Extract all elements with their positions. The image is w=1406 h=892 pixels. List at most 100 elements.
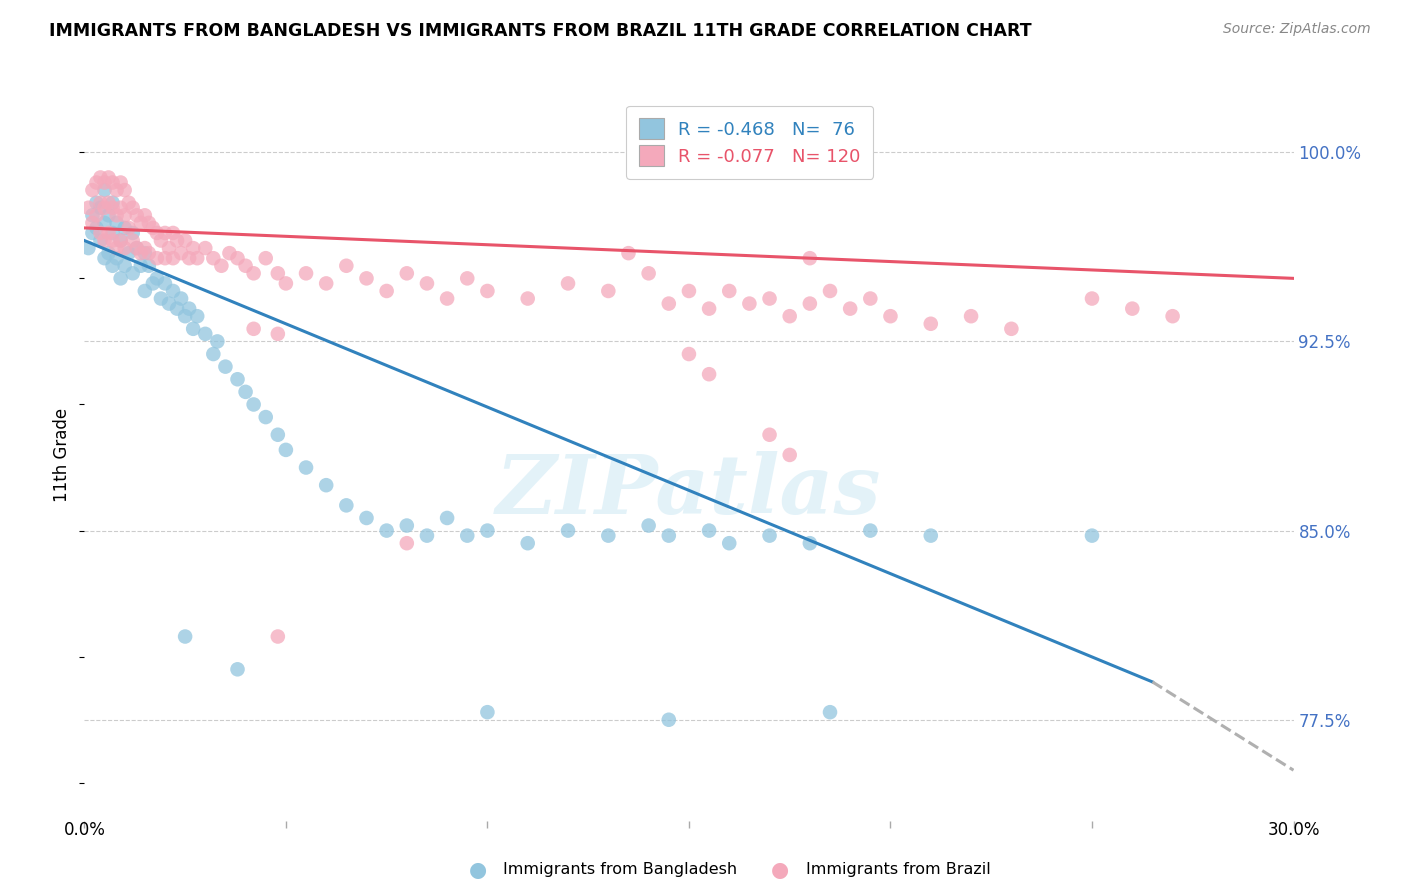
Point (174, 234, 197, 248)
Point (114, 259, 136, 273)
Point (134, 246, 156, 260)
Point (1121, 301, 1143, 316)
Point (218, 246, 240, 260)
Point (395, 266, 418, 280)
Point (86, 195, 108, 210)
Point (186, 309, 208, 323)
Point (101, 226, 124, 240)
Point (436, 511, 458, 525)
Point (157, 296, 180, 310)
Point (162, 284, 184, 298)
Point (149, 292, 172, 306)
Point (101, 201, 124, 215)
Point (274, 442, 297, 457)
Point (97, 226, 120, 240)
Point (267, 630, 290, 644)
Point (818, 284, 841, 298)
Point (799, 296, 821, 310)
Point (97, 246, 120, 260)
Point (110, 176, 132, 190)
Point (315, 478, 337, 492)
Point (149, 234, 172, 248)
Point (839, 301, 862, 316)
Point (267, 266, 290, 280)
Point (93, 201, 115, 215)
Point (697, 368, 720, 382)
Point (114, 221, 136, 235)
Point (166, 234, 188, 248)
Point (97, 170, 120, 185)
Point (125, 208, 148, 222)
Point (118, 246, 141, 260)
Point (134, 208, 156, 222)
Point (779, 448, 801, 462)
Point (242, 266, 264, 280)
Point (153, 226, 176, 240)
Point (146, 251, 169, 265)
Point (254, 410, 277, 425)
Point (194, 326, 217, 341)
Text: IMMIGRANTS FROM BANGLADESH VS IMMIGRANTS FROM BRAZIL 11TH GRADE CORRELATION CHAR: IMMIGRANTS FROM BANGLADESH VS IMMIGRANTS… (49, 22, 1032, 40)
Point (960, 309, 983, 323)
Point (274, 277, 297, 291)
Point (477, 705, 499, 719)
Point (395, 536, 418, 550)
Point (162, 226, 184, 240)
Point (658, 296, 681, 310)
Point (186, 251, 208, 265)
Point (101, 259, 124, 273)
Legend: R = -0.468   N=  76, R = -0.077   N= 120: R = -0.468 N= 76, R = -0.077 N= 120 (626, 105, 873, 179)
Point (818, 705, 841, 719)
Point (93, 176, 115, 190)
Point (157, 241, 180, 255)
Point (920, 317, 942, 331)
Point (82, 226, 104, 240)
Point (89, 234, 111, 248)
Point (207, 334, 229, 349)
Point (179, 301, 201, 316)
Point (295, 460, 318, 475)
Point (267, 427, 290, 442)
Point (209, 259, 232, 273)
Point (254, 251, 277, 265)
Point (557, 524, 579, 538)
Point (101, 234, 124, 248)
Point (375, 284, 398, 298)
Point (101, 176, 124, 190)
Point (93, 234, 115, 248)
Point (105, 183, 128, 197)
Point (202, 347, 225, 361)
Point (138, 216, 160, 230)
Point (799, 251, 821, 265)
Point (153, 277, 176, 291)
Point (89, 226, 111, 240)
Point (477, 524, 499, 538)
Point (202, 251, 225, 265)
Point (477, 284, 499, 298)
Point (375, 524, 398, 538)
Point (920, 528, 942, 542)
Point (859, 524, 882, 538)
Point (678, 284, 700, 298)
Point (134, 284, 156, 298)
Point (97, 208, 120, 222)
Point (416, 277, 439, 291)
Point (758, 427, 780, 442)
Point (598, 284, 620, 298)
Point (174, 309, 197, 323)
Point (697, 301, 720, 316)
Point (174, 630, 197, 644)
Point (456, 271, 478, 285)
Point (678, 347, 700, 361)
Point (86, 176, 108, 190)
Point (598, 528, 620, 542)
Text: ZIPatlas: ZIPatlas (496, 451, 882, 532)
Point (142, 277, 165, 291)
Text: 0.0%: 0.0% (63, 821, 105, 838)
Point (121, 201, 143, 215)
Point (101, 195, 124, 210)
Point (170, 246, 193, 260)
Point (516, 536, 538, 550)
Point (456, 528, 478, 542)
Point (181, 322, 204, 336)
